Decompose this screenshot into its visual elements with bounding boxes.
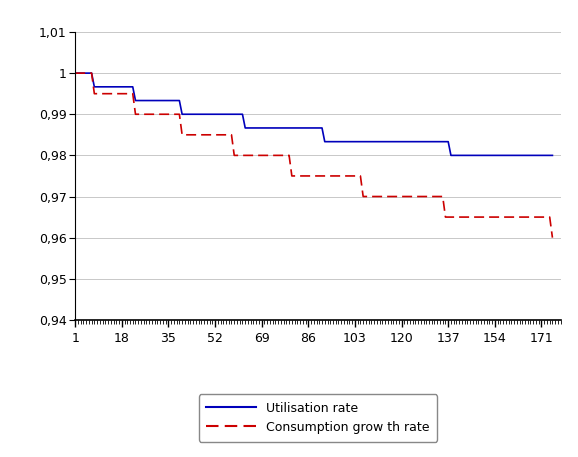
Legend: Utilisation rate, Consumption grow th rate: Utilisation rate, Consumption grow th ra… xyxy=(199,394,437,441)
